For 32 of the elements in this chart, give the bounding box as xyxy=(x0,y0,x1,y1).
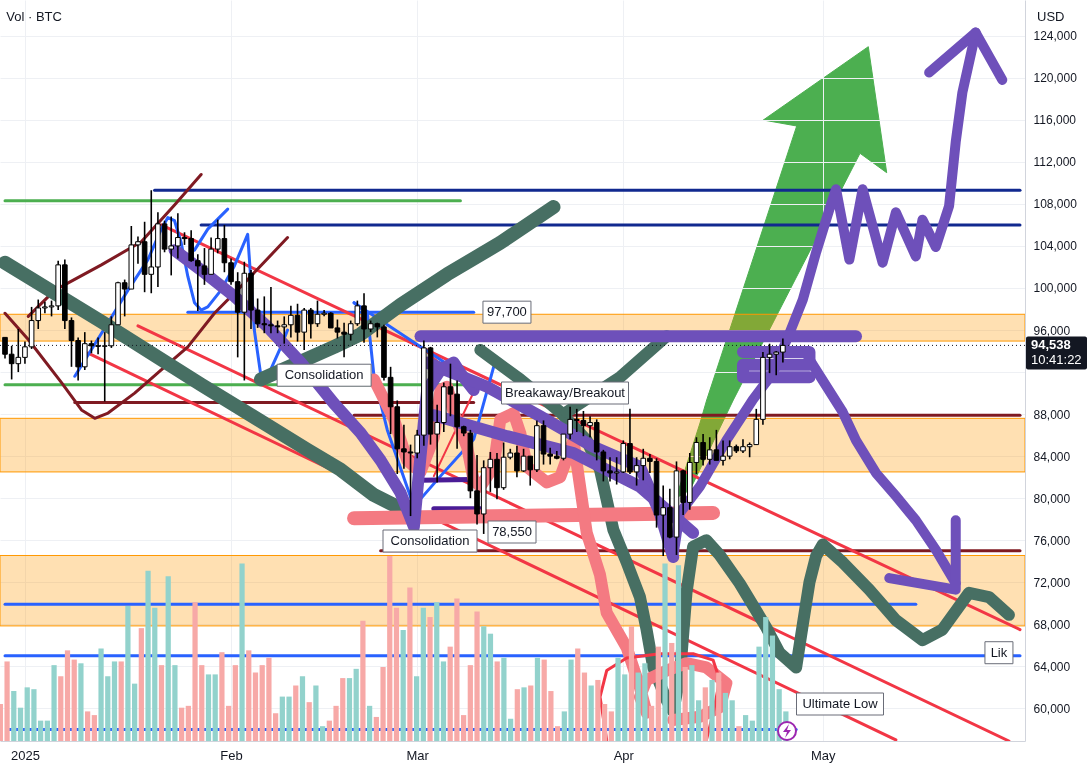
y-tick-label: 80,000 xyxy=(1033,491,1071,506)
annotation: Breakaway/Breakout xyxy=(505,385,626,400)
y-tick-label: 124,000 xyxy=(1033,29,1078,44)
x-tick-label: 2025 xyxy=(10,747,40,763)
annotation: Consolidation xyxy=(284,367,364,383)
x-tick-label: Mar xyxy=(406,747,430,763)
annotation: 97,700 xyxy=(487,304,527,320)
annotation: Consolidation xyxy=(390,533,470,548)
y-tick-label: 88,000 xyxy=(1033,407,1071,422)
y-tick-label: 116,000 xyxy=(1033,113,1077,128)
x-tick-label: Apr xyxy=(613,747,635,763)
y-tick-label: 76,000 xyxy=(1033,533,1071,548)
annotation: Lik xyxy=(990,644,1008,660)
x-tick-label: May xyxy=(810,747,837,763)
y-tick-label: 100,000 xyxy=(1033,281,1078,296)
y-tick-label: 72,000 xyxy=(1033,575,1071,590)
y-tick-label: 108,000 xyxy=(1033,197,1078,212)
y-tick-label: 84,000 xyxy=(1033,449,1071,464)
y-tick-label: 60,000 xyxy=(1033,701,1071,716)
ref-line-label: 94,538 xyxy=(1031,337,1071,353)
y-tick-label: 68,000 xyxy=(1033,617,1071,632)
y-tick-label: 112,000 xyxy=(1033,155,1077,170)
y-tick-label: 120,000 xyxy=(1033,71,1078,86)
chart-title: Vol · BTC xyxy=(6,9,62,25)
y-tick-label: 96,000 xyxy=(1033,323,1071,338)
y-axis-title: USD xyxy=(1037,9,1065,24)
annotation: Ultimate Low xyxy=(802,696,879,711)
x-tick-label: Feb xyxy=(220,747,243,763)
y-tick-label: 64,000 xyxy=(1033,659,1071,674)
y-tick-label: 104,000 xyxy=(1033,239,1078,254)
annotation: 78,550 xyxy=(492,524,532,539)
text: 10:41:22 xyxy=(1031,352,1082,368)
